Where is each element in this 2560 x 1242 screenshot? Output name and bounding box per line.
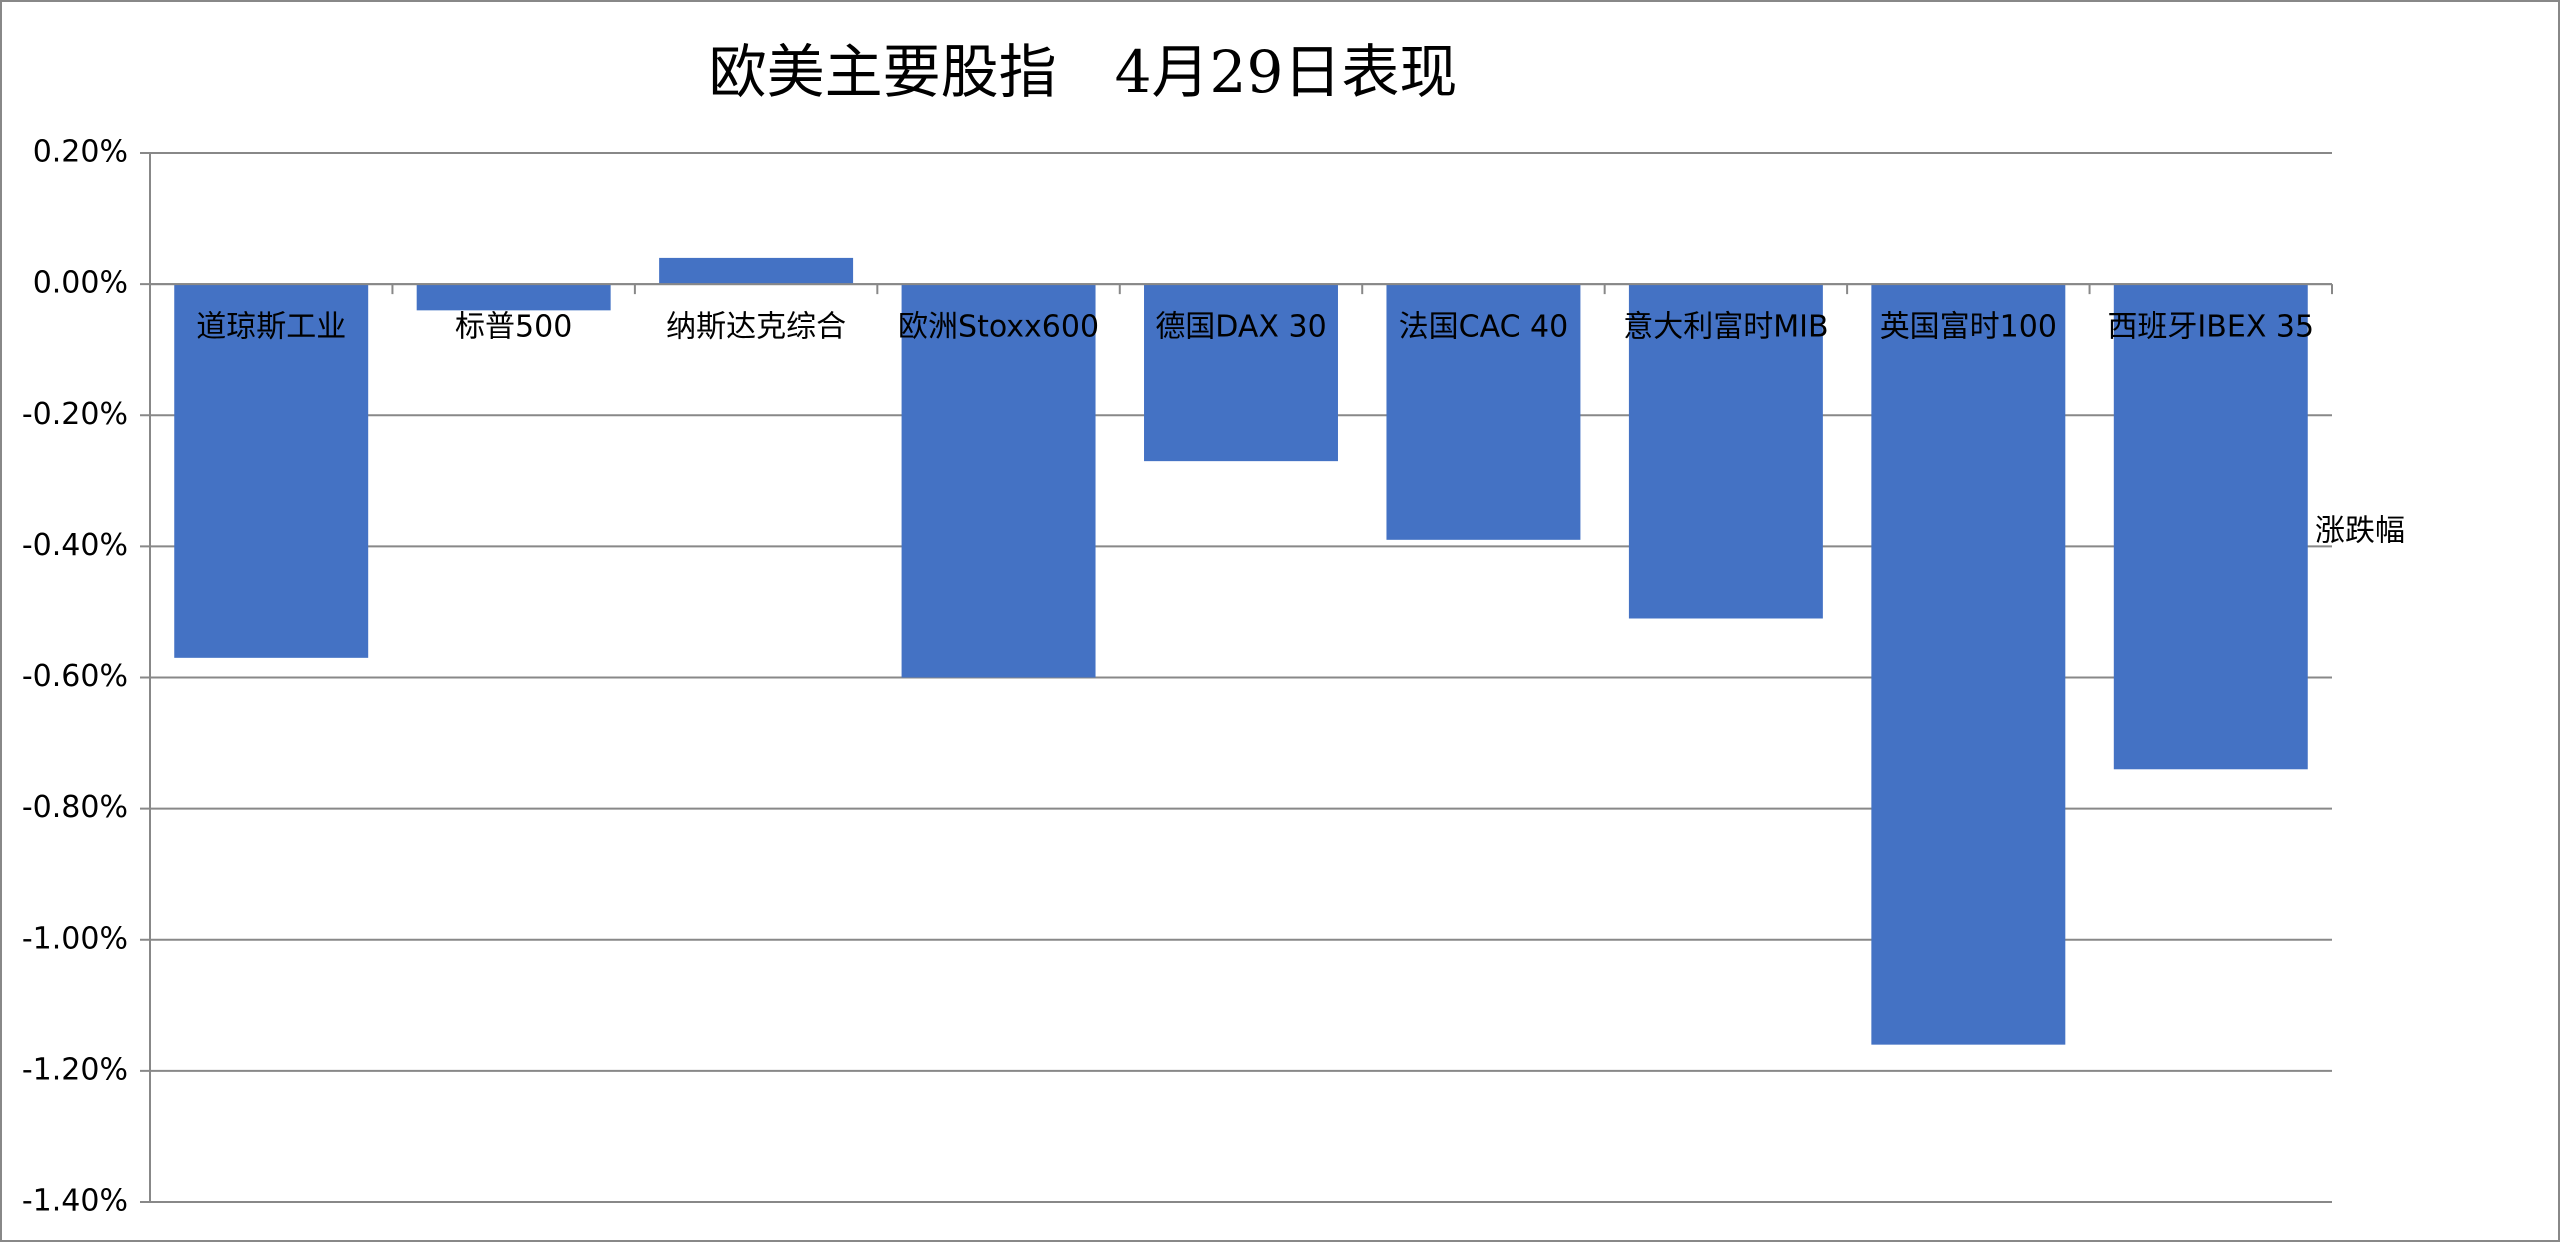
- legend-swatch: [2281, 521, 2303, 543]
- bar: [2113, 284, 2308, 770]
- x-tick-label: 道琼斯工业: [196, 310, 346, 345]
- x-tick-label: 标普500: [455, 310, 572, 345]
- y-tick-label: -1.20%: [22, 1052, 128, 1087]
- bar: [174, 284, 369, 658]
- y-tick-label: -1.00%: [22, 921, 128, 956]
- bar: [1871, 284, 2066, 1045]
- y-tick-label: -0.20%: [22, 397, 128, 432]
- y-tick-label: -0.40%: [22, 528, 128, 563]
- bar: [659, 257, 854, 285]
- x-tick-label: 德国DAX 30: [1155, 310, 1326, 345]
- y-tick-label: 0.20%: [33, 135, 128, 170]
- chart-title: 欧美主要股指 4月29日表现: [709, 38, 1458, 106]
- legend-label: 涨跌幅: [2315, 514, 2405, 549]
- x-tick-label: 西班牙IBEX 35: [2107, 310, 2314, 345]
- bar: [901, 284, 1096, 678]
- x-tick-label: 意大利富时MIB: [1623, 310, 1828, 345]
- bar: [1144, 284, 1338, 462]
- bar: [416, 284, 611, 311]
- bar: [1628, 284, 1823, 619]
- bar: [1386, 284, 1581, 540]
- y-tick-label: -0.60%: [22, 659, 128, 694]
- y-tick-label: -0.80%: [22, 790, 128, 825]
- y-tick-label: -1.40%: [22, 1184, 128, 1219]
- y-tick-label: 0.00%: [33, 266, 128, 301]
- x-tick-label: 纳斯达克综合: [666, 310, 846, 345]
- x-tick-label: 法国CAC 40: [1399, 310, 1569, 345]
- x-tick-label: 欧洲Stoxx600: [898, 310, 1099, 345]
- x-tick-label: 英国富时100: [1880, 310, 2057, 345]
